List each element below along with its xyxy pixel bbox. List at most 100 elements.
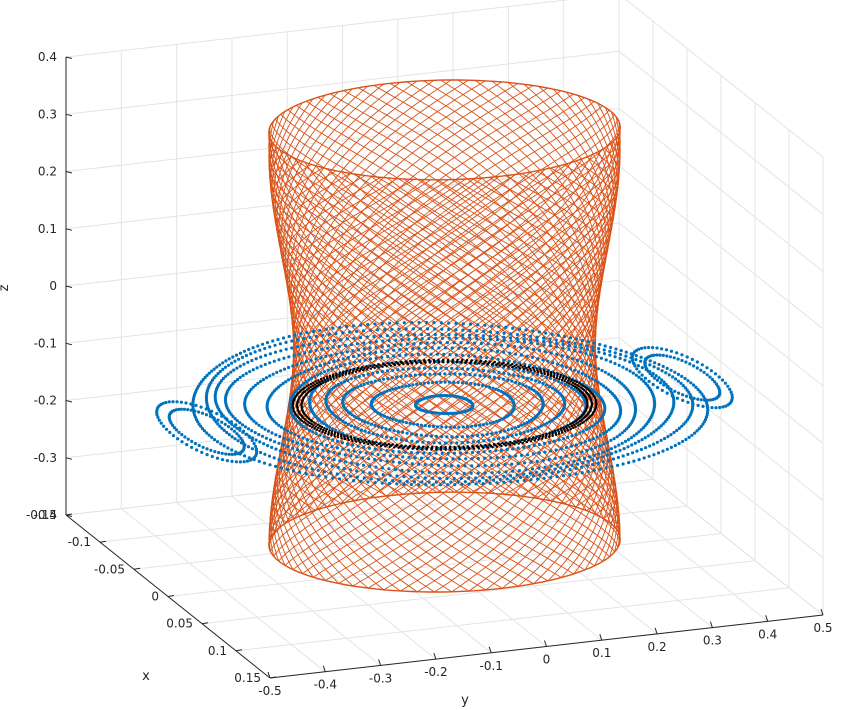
waist-ring-point xyxy=(315,382,319,385)
island-point xyxy=(239,436,243,440)
waist-ring-point xyxy=(519,440,522,443)
ring-point xyxy=(474,424,478,428)
ring-point xyxy=(610,465,614,469)
ring-point xyxy=(369,422,374,426)
ring-point xyxy=(549,475,553,480)
ring-point xyxy=(374,356,378,360)
ring-point xyxy=(424,320,429,325)
ring-point xyxy=(500,343,504,347)
waist-ring-point xyxy=(556,428,560,432)
ring-point xyxy=(555,475,559,479)
ring-point xyxy=(460,435,464,439)
island-point xyxy=(230,427,234,431)
ring-point xyxy=(364,451,368,455)
waist-ring-point xyxy=(506,362,510,365)
ring-point xyxy=(567,344,571,348)
ring-point xyxy=(629,436,634,440)
ring-point xyxy=(383,478,388,482)
ring-point xyxy=(487,438,491,442)
waist-ring-point xyxy=(442,358,445,361)
ring-point xyxy=(258,379,263,383)
ring-point xyxy=(395,474,399,478)
ring-point xyxy=(320,347,324,351)
island-point xyxy=(646,369,650,373)
ring-point xyxy=(522,472,526,476)
waist-ring-point xyxy=(526,368,529,371)
ring-point xyxy=(346,422,350,426)
x-tick xyxy=(235,649,243,652)
ring-point xyxy=(618,448,622,452)
ring-point xyxy=(307,428,312,432)
ring-point xyxy=(696,387,700,392)
ring-point xyxy=(291,469,295,473)
ring-point xyxy=(330,427,335,431)
ring-point xyxy=(669,445,674,449)
ring-point xyxy=(572,387,576,391)
ring-point xyxy=(281,381,285,386)
waist-ring-point xyxy=(328,374,332,377)
waist-ring-point xyxy=(353,436,356,440)
ring-point xyxy=(240,355,244,359)
ring-point xyxy=(453,372,457,376)
island-point xyxy=(223,422,227,426)
ring-point xyxy=(515,333,520,337)
ring-point xyxy=(489,456,493,460)
surface-strand xyxy=(270,140,615,511)
ring-point xyxy=(320,340,324,344)
waist-ring-point xyxy=(331,430,334,433)
island-point xyxy=(252,441,256,446)
ring-point xyxy=(624,386,628,390)
ring-point xyxy=(343,343,347,347)
surface-rim xyxy=(268,491,621,593)
waist-ring-point xyxy=(500,363,504,366)
waist-ring-point xyxy=(336,436,340,439)
ring-point xyxy=(614,450,618,454)
ring-point xyxy=(597,350,601,354)
waist-ring-point xyxy=(521,366,524,369)
ring-point xyxy=(348,361,352,365)
ring-point xyxy=(310,467,314,471)
ring-point xyxy=(282,427,286,431)
ring-point xyxy=(705,411,710,415)
ring-point xyxy=(401,420,405,424)
surface-strand xyxy=(282,101,595,587)
waist-ring-point xyxy=(461,358,464,362)
waist-ring-point xyxy=(341,372,344,375)
ring-point xyxy=(686,379,690,383)
ring-point xyxy=(439,380,443,384)
ring-point xyxy=(535,459,539,463)
ring-point xyxy=(441,393,445,398)
ring-point xyxy=(247,347,251,352)
ring-point xyxy=(405,431,409,435)
surface-strand xyxy=(284,82,562,578)
y-tick-label: 0.2 xyxy=(648,640,667,654)
waist-ring-point xyxy=(404,360,407,363)
ring-point xyxy=(644,446,648,450)
ring-point xyxy=(373,379,377,383)
ring-point xyxy=(417,320,421,325)
ring-point xyxy=(697,427,701,431)
island-point xyxy=(643,346,647,350)
ring-point xyxy=(313,374,317,379)
ring-point xyxy=(577,391,581,395)
island-point xyxy=(730,393,734,397)
waist-ring-point xyxy=(327,431,330,434)
ring-point xyxy=(706,408,710,412)
ring-point xyxy=(307,342,311,346)
ring-point xyxy=(701,394,706,398)
ring-point xyxy=(497,376,501,380)
ring-point xyxy=(421,440,425,444)
ring-point xyxy=(283,450,287,455)
ring-point xyxy=(425,327,430,331)
ring-point xyxy=(373,322,377,326)
waist-ring-point xyxy=(305,419,308,422)
ring-point xyxy=(442,352,446,356)
ring-point xyxy=(623,429,627,433)
waist-ring-point xyxy=(531,436,535,439)
ring-point xyxy=(532,388,536,393)
ring-point xyxy=(544,331,548,335)
ring-point xyxy=(230,361,234,365)
ring-point xyxy=(334,331,338,336)
ring-point xyxy=(495,481,499,485)
ring-point xyxy=(632,459,636,463)
